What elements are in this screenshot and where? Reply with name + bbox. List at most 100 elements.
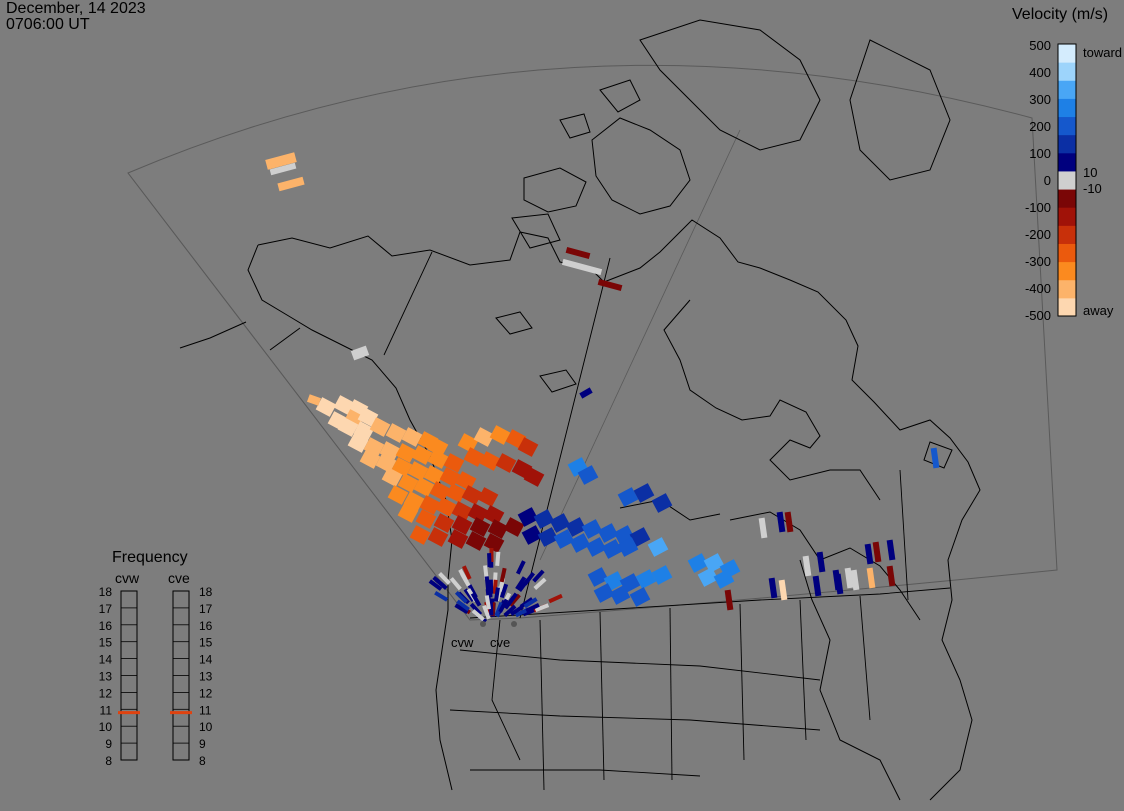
echo-cell [525, 603, 540, 613]
colorbar-segment [1058, 116, 1076, 136]
echo-cell [768, 577, 778, 599]
colorbar-frame [1057, 43, 1077, 317]
echo-cell [455, 471, 477, 491]
echo-cell [503, 517, 525, 537]
echo-cell [487, 553, 492, 568]
echo-cell [433, 513, 455, 533]
echo-cell [503, 604, 517, 618]
echo-cell [443, 453, 465, 473]
echo-cell [784, 511, 794, 533]
echo-cell [651, 565, 673, 585]
colorbar-tick-label: 300 [1029, 92, 1051, 107]
echo-cell [565, 517, 587, 537]
echo-cell [462, 565, 472, 580]
echo-cell [593, 583, 615, 603]
echo-cell [265, 152, 297, 170]
echo-cell [423, 465, 445, 485]
echo-cell [537, 527, 559, 547]
echo-cell [397, 503, 419, 523]
echo-cell [494, 601, 504, 617]
echo-cell [508, 593, 521, 607]
echo-cell [499, 567, 507, 583]
echo-cell [487, 519, 509, 539]
echo-cell [381, 467, 403, 487]
echo-cell [470, 592, 482, 607]
echo-cell [515, 576, 527, 591]
echo-cell [812, 575, 822, 597]
echo-cell [601, 539, 623, 559]
echo-cell [534, 603, 550, 613]
frequency-scale-label-right: 10 [199, 720, 213, 734]
echo-cell [401, 427, 423, 447]
frequency-scale-label-left: 14 [99, 653, 113, 667]
colorbar-segment [1058, 80, 1076, 99]
colorbar-segment [1058, 62, 1076, 81]
field-of-view-divider-east [539, 129, 741, 561]
echo-cell [315, 397, 337, 417]
frequency-panels: 18 18 17 17 16 16 15 15 14 14 13 13 12 12 11 11 10 10 9 9 8 8 [99, 585, 213, 768]
colorbar-tick-label: -400 [1025, 281, 1051, 296]
echo-cell [479, 451, 501, 471]
echo-cell [439, 467, 461, 487]
echo-cell [495, 551, 501, 567]
frequency-scale-label-right: 13 [199, 670, 213, 684]
frequency-scale-label-right: 16 [199, 619, 213, 633]
echo-cell [428, 579, 443, 591]
political-boundaries [383, 251, 951, 791]
echo-cell [465, 531, 487, 551]
frequency-scale-label-left: 8 [105, 754, 112, 768]
echo-cell [471, 609, 485, 622]
colorbar-segment [1058, 189, 1076, 208]
velocity-colorbar [1057, 43, 1077, 317]
colorbar-segment [1058, 225, 1076, 244]
echo-cell [703, 553, 725, 573]
echo-cell [454, 603, 469, 615]
echo-cell [724, 589, 734, 611]
echo-cell [451, 515, 473, 535]
echo-cell [395, 443, 417, 463]
frequency-scale-label-left: 16 [99, 619, 113, 633]
date-label: December, 14 2023 [6, 0, 146, 17]
echo-cell [651, 493, 673, 513]
echo-cell [533, 577, 547, 590]
echo-cell [484, 576, 491, 591]
colorbar-segment [1058, 152, 1076, 172]
echo-cell [872, 541, 882, 563]
echo-cell [579, 387, 593, 399]
echo-cell [864, 543, 874, 565]
echo-cell [506, 592, 518, 607]
echo-cell [532, 569, 545, 583]
echo-cell [387, 485, 409, 505]
echo-cell [517, 507, 539, 527]
echo-cell [886, 539, 896, 561]
echo-cell [461, 485, 483, 505]
colorbar-tick-label: -100 [1025, 200, 1051, 215]
echo-cell [427, 527, 449, 547]
echo-cell [467, 503, 489, 523]
colorbar-segment [1058, 44, 1076, 63]
echo-cell [498, 598, 509, 613]
echo-cell [569, 533, 591, 553]
echo-cell [483, 565, 489, 580]
echo-cell [413, 477, 435, 497]
echo-cell [514, 607, 530, 618]
echo-cell [778, 579, 788, 601]
colorbar-segment [1058, 297, 1076, 317]
frequency-scale-label-left: 17 [99, 602, 113, 616]
echo-cell [548, 593, 563, 604]
frequency-scale-label-left: 11 [100, 703, 113, 717]
colorbar-segment [1058, 134, 1076, 154]
echo-cell [435, 497, 457, 517]
colorbar-segment [1058, 170, 1076, 190]
frequency-scale-label-left: 15 [99, 636, 113, 650]
echo-cell [469, 602, 483, 616]
echo-cell [687, 553, 709, 573]
echo-cell [635, 569, 657, 589]
frequency-left-radar-label: cvw [115, 570, 140, 586]
colorbar-tick-label: -200 [1025, 227, 1051, 242]
radar-label-cve: cve [490, 635, 510, 650]
radar-site-cvw [480, 621, 486, 627]
frequency-scale-label-left: 9 [105, 737, 112, 751]
colorbar-tick-label: 100 [1029, 146, 1051, 161]
frequency-scale-label-right: 12 [199, 686, 213, 700]
